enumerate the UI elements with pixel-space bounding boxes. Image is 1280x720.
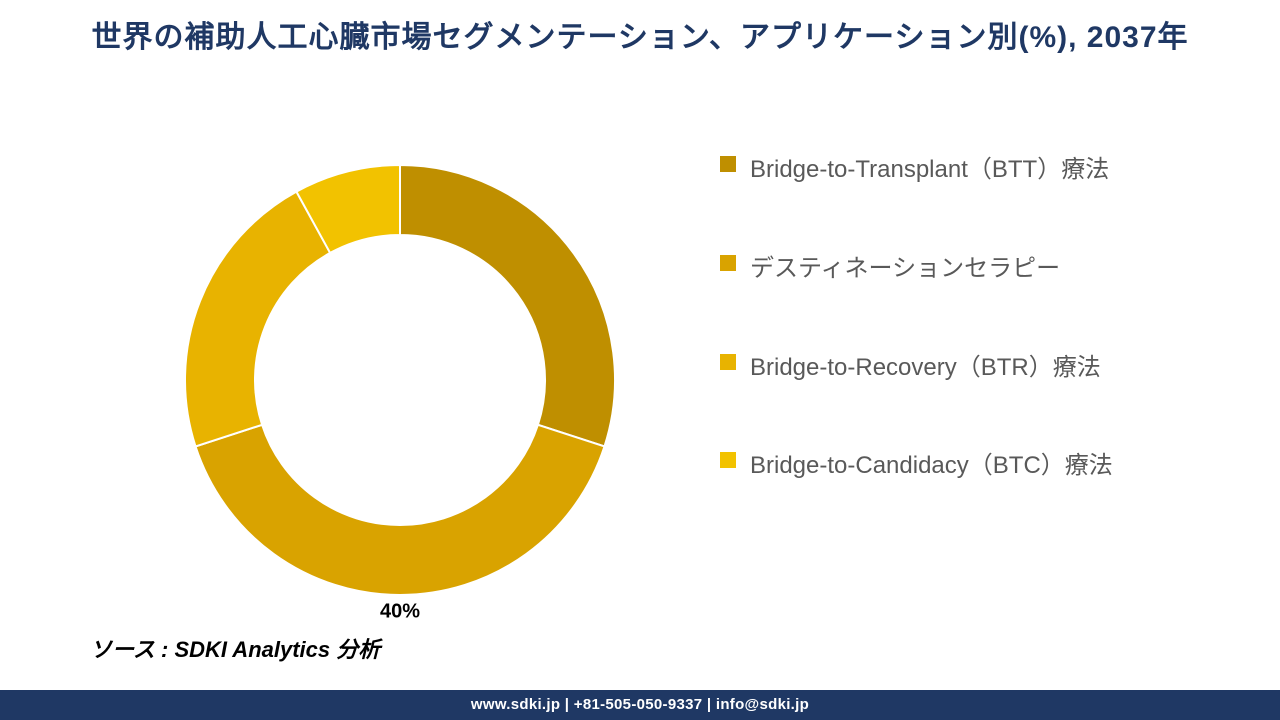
legend-label: Bridge-to-Recovery（BTR）療法 — [750, 348, 1101, 389]
legend-item: Bridge-to-Recovery（BTR）療法 — [720, 348, 1220, 389]
legend-item: Bridge-to-Transplant（BTT）療法 — [720, 150, 1220, 191]
legend-label: デスティネーションセラピー — [750, 249, 1060, 290]
slice-value-label: 40% — [380, 601, 420, 624]
legend-item: デスティネーションセラピー — [720, 249, 1220, 290]
legend-item: Bridge-to-Candidacy（BTC）療法 — [720, 446, 1220, 487]
chart-title: 世界の補助人工心臓市場セグメンテーション、アプリケーション別(%), 2037年 — [0, 18, 1280, 59]
donut-slice — [196, 425, 605, 595]
legend-swatch — [720, 354, 736, 370]
donut-chart — [160, 140, 640, 620]
legend: Bridge-to-Transplant（BTT）療法デスティネーションセラピー… — [720, 150, 1220, 545]
source-text: ソース : SDKI Analytics 分析 — [90, 632, 380, 664]
footer-bar: www.sdki.jp | +81-505-050-9337 | info@sd… — [0, 690, 1280, 720]
legend-label: Bridge-to-Candidacy（BTC）療法 — [750, 446, 1113, 487]
legend-swatch — [720, 156, 736, 172]
legend-swatch — [720, 255, 736, 271]
legend-swatch — [720, 452, 736, 468]
legend-label: Bridge-to-Transplant（BTT）療法 — [750, 150, 1109, 191]
donut-slice — [400, 165, 615, 446]
donut-slice — [185, 192, 330, 447]
